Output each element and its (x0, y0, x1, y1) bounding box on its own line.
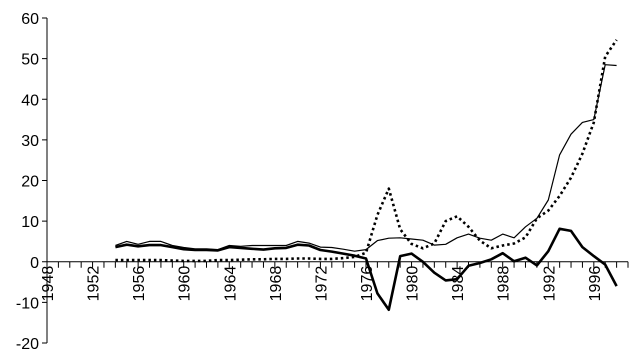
series-line-1 (115, 64, 617, 252)
x-tick-label: 1996 (587, 266, 604, 302)
x-tick-label: 1968 (268, 266, 285, 302)
x-tick-label: 1948 (40, 266, 57, 302)
x-axis: 1948 1952 1956 1960 1964 1968 1972 1976 1980 1984… (40, 261, 629, 302)
y-tick-label: 20 (21, 174, 39, 191)
y-tick-label: 60 (21, 11, 39, 28)
x-tick-label: 1980 (405, 266, 422, 302)
series-line-3 (115, 227, 618, 312)
series-lines (115, 39, 618, 312)
x-tick-label: 1956 (131, 266, 148, 302)
series-line-2 (115, 39, 618, 263)
y-tick-label: 30 (21, 133, 39, 150)
y-tick-label: -20 (16, 336, 39, 353)
x-tick-label: 1992 (541, 266, 558, 302)
y-tick-label: 10 (21, 214, 39, 231)
x-tick-label: 1972 (313, 266, 330, 302)
x-tick-label: 1960 (177, 266, 194, 302)
x-tick-label: 1984 (450, 266, 467, 302)
x-tick-label: 1964 (222, 266, 239, 302)
y-tick-label: 50 (21, 52, 39, 69)
y-tick-label: 40 (21, 92, 39, 109)
x-tick-label: 1952 (86, 266, 103, 302)
y-tick-label: 0 (30, 255, 39, 272)
y-tick-label: -10 (16, 295, 39, 312)
y-axis: -20 -10 0 10 20 30 40 50 60 (16, 11, 48, 353)
x-tick-label: 1988 (496, 266, 513, 302)
